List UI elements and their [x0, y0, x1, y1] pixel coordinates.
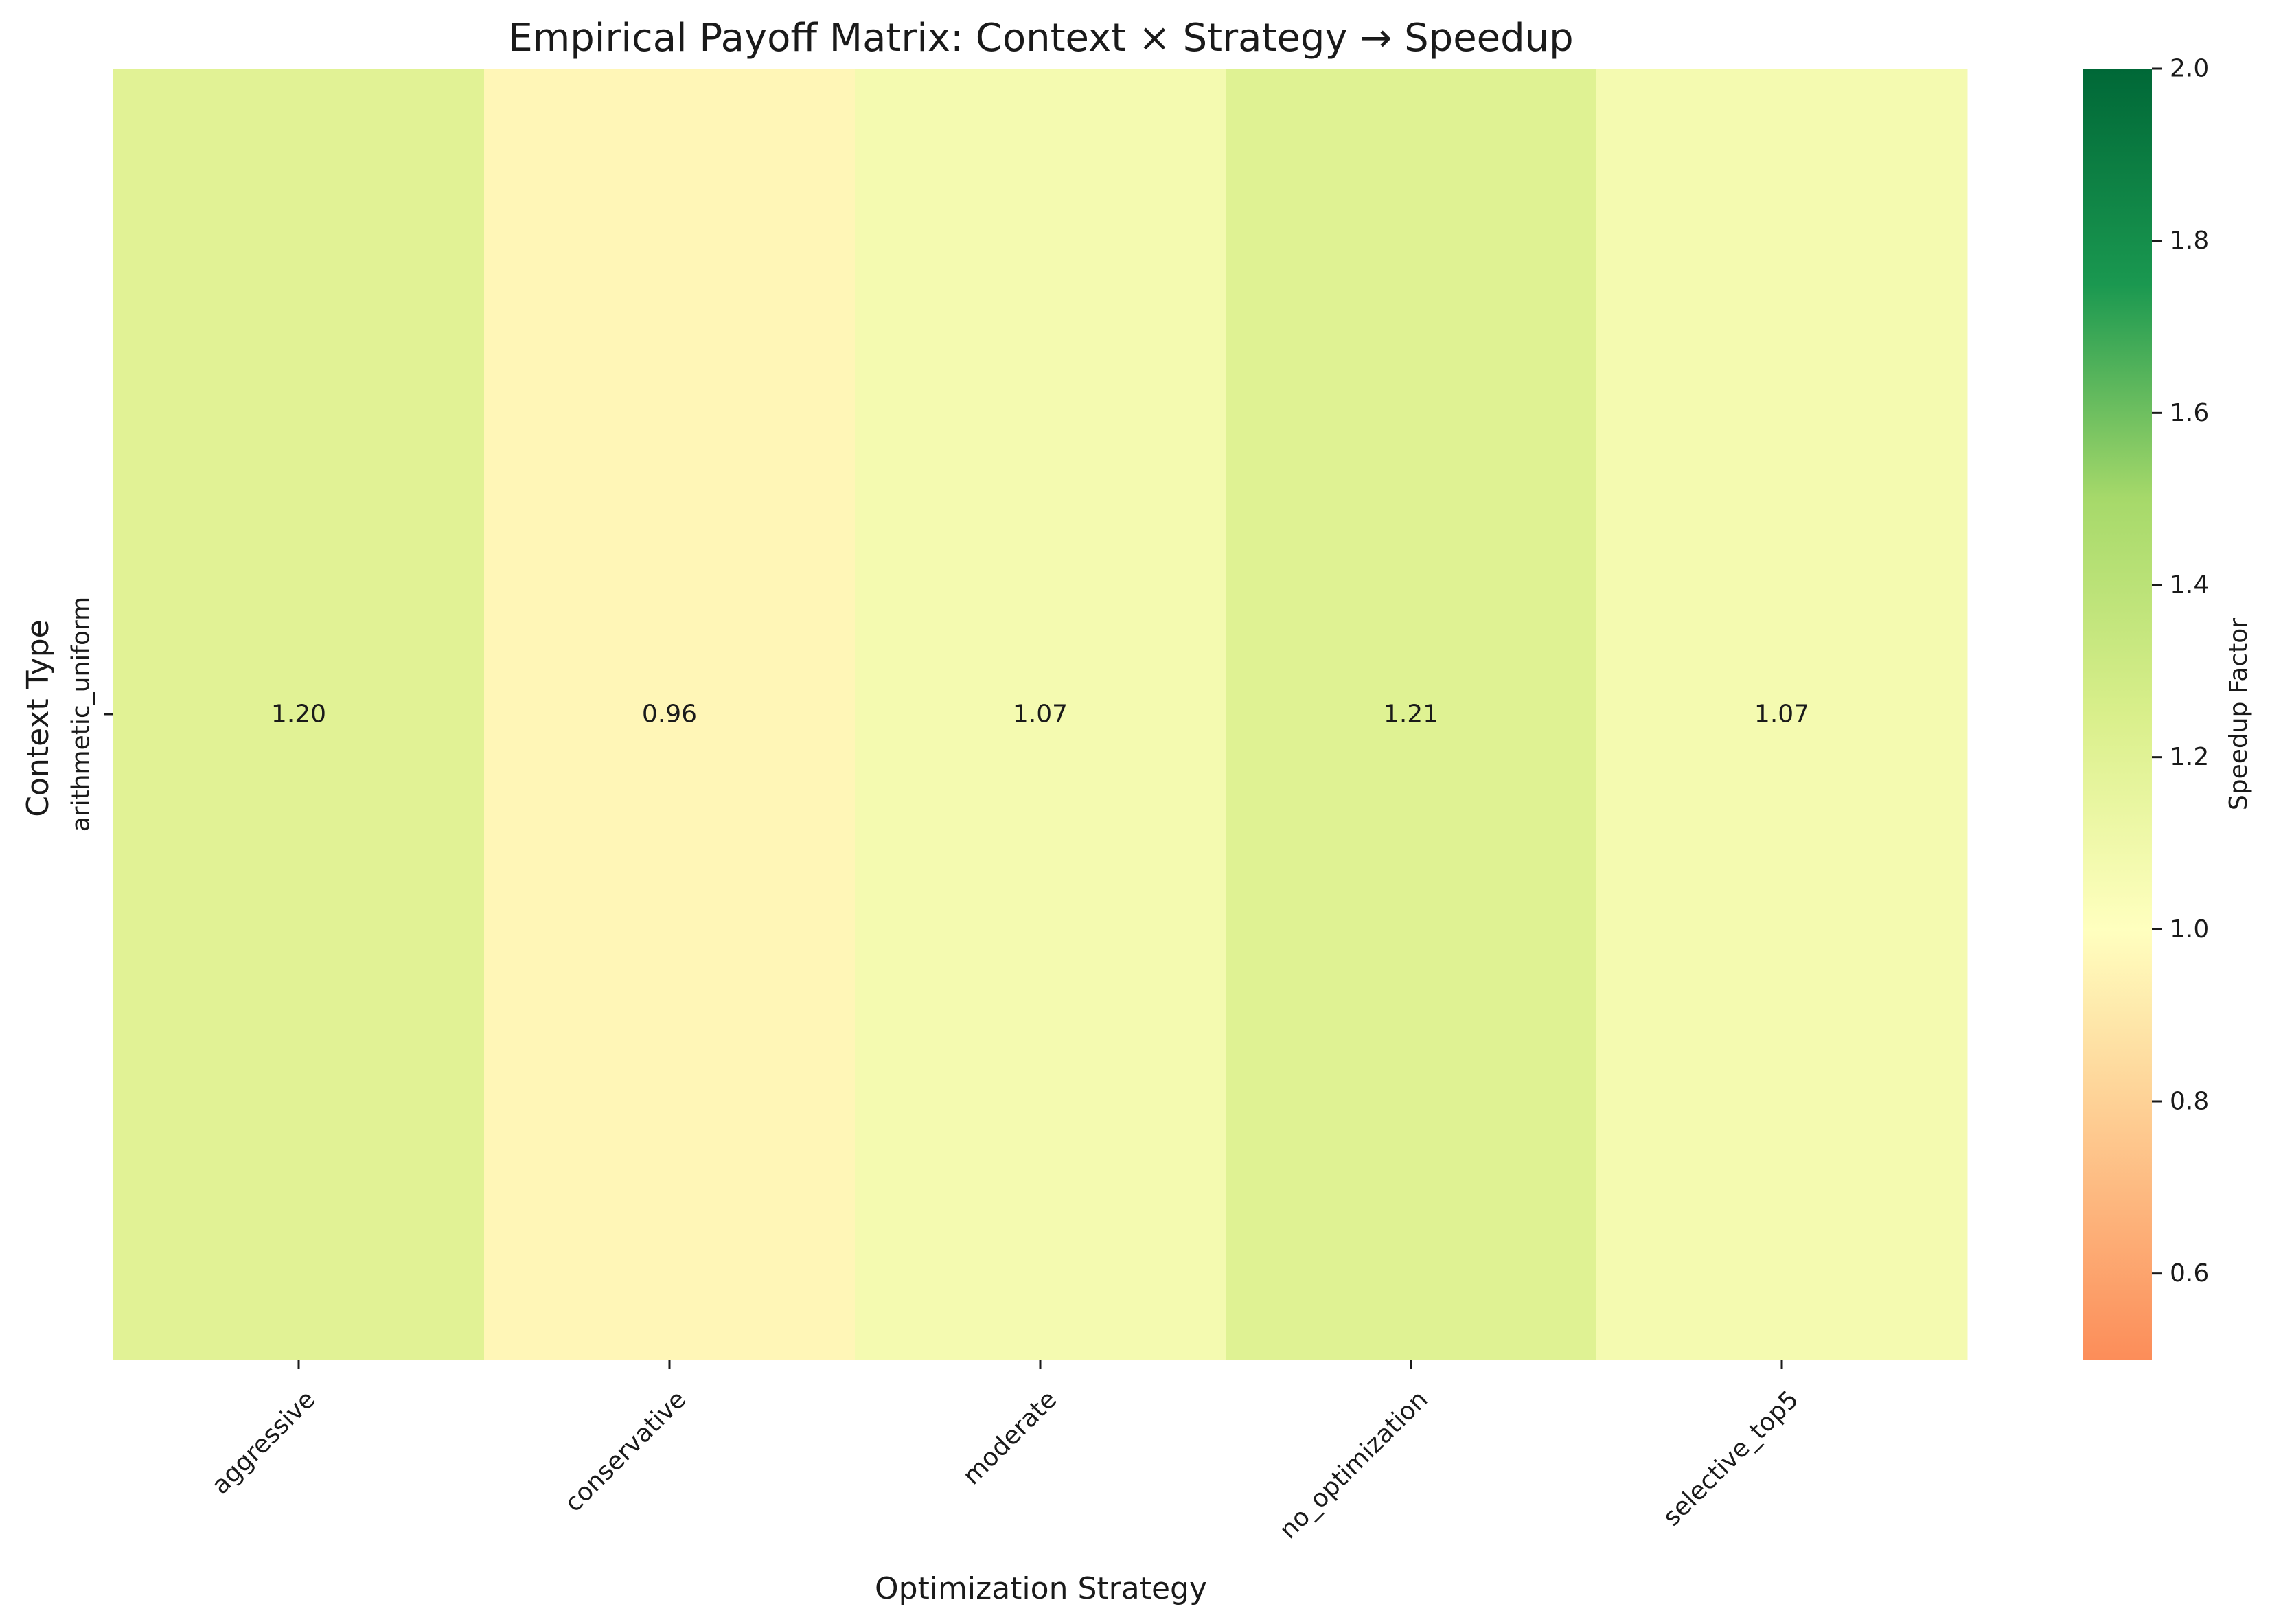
colorbar-ticks: 0.6 0.8 1.0 1.2 1.4 1.6 1.8 2.0: [2152, 55, 2209, 1288]
heatmap-cell-aggressive: [113, 69, 485, 1360]
y-axis-ticks: arithmetic_uniform: [67, 597, 113, 832]
cell-value-moderate: 1.07: [1013, 700, 1068, 729]
x-axis-label: Optimization Strategy: [875, 1571, 1207, 1606]
x-tick-label-conservative: conservative: [560, 1385, 692, 1518]
cell-value-conservative: 0.96: [642, 700, 697, 729]
x-tick-label-moderate: moderate: [958, 1385, 1063, 1490]
cell-value-selective_top5: 1.07: [1754, 700, 1809, 729]
x-tick-label-selective_top5: selective_top5: [1658, 1385, 1804, 1531]
colorbar-tick-label: 0.6: [2170, 1259, 2209, 1288]
colorbar-tick-label: 2.0: [2170, 55, 2209, 83]
heatmap-cell-moderate: [855, 69, 1226, 1360]
x-axis-ticks: aggressive conservative moderate no_optimiz…: [207, 1360, 1804, 1544]
colorbar: [2083, 69, 2152, 1360]
heatmap-cells: [113, 69, 1968, 1360]
x-tick-label-aggressive: aggressive: [207, 1385, 321, 1500]
chart-title: Empirical Payoff Matrix: Context × Strat…: [508, 16, 1573, 60]
heatmap-cell-selective_top5: [1596, 69, 1968, 1360]
colorbar-label: Speedup Factor: [2225, 618, 2253, 810]
x-tick-label-no_optimization: no_optimization: [1274, 1385, 1434, 1544]
heatmap-cell-conservative: [484, 69, 856, 1360]
cell-value-aggressive: 1.20: [271, 700, 326, 729]
colorbar-tick-label: 1.8: [2170, 227, 2209, 255]
colorbar-tick-label: 1.2: [2170, 743, 2209, 771]
colorbar-tick-label: 1.0: [2170, 915, 2209, 943]
colorbar-tick-label: 0.8: [2170, 1088, 2209, 1116]
colorbar-tick-label: 1.6: [2170, 399, 2209, 427]
cell-value-no_optimization: 1.21: [1384, 700, 1438, 729]
y-axis-label: Context Type: [21, 619, 56, 816]
y-tick-label-arithmetic_uniform: arithmetic_uniform: [67, 597, 95, 832]
heatmap-cell-labels: 1.20 0.96 1.07 1.21 1.07: [271, 700, 1809, 729]
heatmap-cell-no_optimization: [1226, 69, 1597, 1360]
colorbar-tick-label: 1.4: [2170, 571, 2209, 599]
